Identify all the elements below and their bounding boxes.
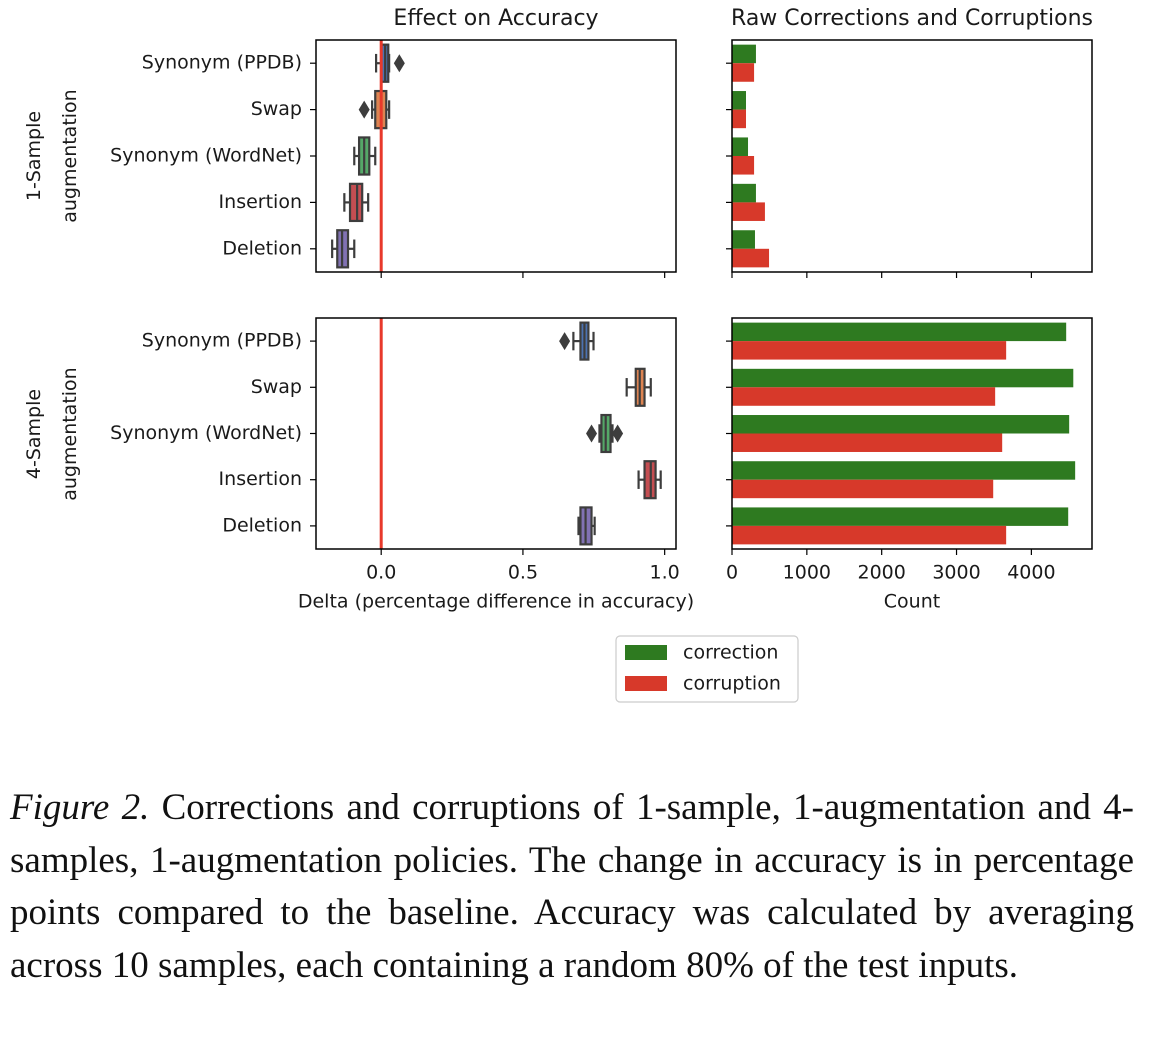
category-label: Synonym (PPDB) [142,330,302,352]
bar [732,525,1007,545]
bar [732,368,1074,388]
x-tick-label: 0.5 [508,562,538,584]
bar [732,63,755,82]
axes-frame [731,317,1093,550]
bar [732,341,1007,360]
category-label: Insertion [219,191,302,213]
bar [732,461,1076,480]
bar [732,322,1067,342]
category-label: Synonym (WordNet) [110,145,302,167]
bar [732,507,1069,526]
bar [732,387,996,406]
legend-swatch [625,645,667,660]
axes-frame [315,39,677,273]
legend-label: correction [683,642,778,664]
outlier [559,332,571,351]
x-tick-label: 2000 [858,562,906,584]
category-label: Swap [251,376,302,398]
bar [732,248,770,268]
x-tick-label: 1.0 [650,562,680,584]
outlier [586,424,598,443]
category-label: Deletion [222,514,302,536]
x-tick-label: 0.0 [366,562,396,584]
outlier [393,54,405,73]
bar [732,44,756,64]
category-label: Synonym (WordNet) [110,422,302,444]
bar [732,183,756,203]
axes-frame [315,317,677,550]
outlier [612,424,624,443]
category-label: Swap [251,98,302,120]
bar [732,230,755,249]
x-tick-label: 3000 [932,562,980,584]
category-label: Deletion [222,237,302,259]
outlier [358,100,370,119]
x-tick-label: 0 [726,562,738,584]
bar [732,137,749,156]
bar [732,433,1003,452]
x-tick-label: 4000 [1007,562,1055,584]
bar [732,109,746,129]
caption-text: Corrections and corruptions of 1-sample,… [10,787,1134,986]
category-label: Synonym (PPDB) [142,52,302,74]
row-label: 4-Sample augmentation [23,366,81,501]
bar [732,91,746,110]
bar [732,202,765,221]
row-label: 1-Sample augmentation [23,89,81,223]
x-tick-label: 1000 [783,562,831,584]
bar [732,479,994,499]
category-label: Insertion [219,468,302,490]
caption: Figure 2. Corrections and corruptions of… [10,782,1134,992]
panel-title: Raw Corrections and Corruptions [731,6,1093,31]
panel-title: Effect on Accuracy [393,6,598,31]
legend-label: corruption [683,673,781,695]
figure: Synonym (PPDB) Swap Synonym (WordNet) Inser… [110,6,1093,703]
x-axis-label: Count [884,591,940,613]
x-axis-label: Delta (percentage difference in accuracy… [298,591,694,613]
legend-swatch [625,676,667,691]
caption-label: Figure 2. [10,787,150,828]
bar [732,156,755,175]
bar [732,415,1070,434]
axes-frame [731,39,1093,273]
